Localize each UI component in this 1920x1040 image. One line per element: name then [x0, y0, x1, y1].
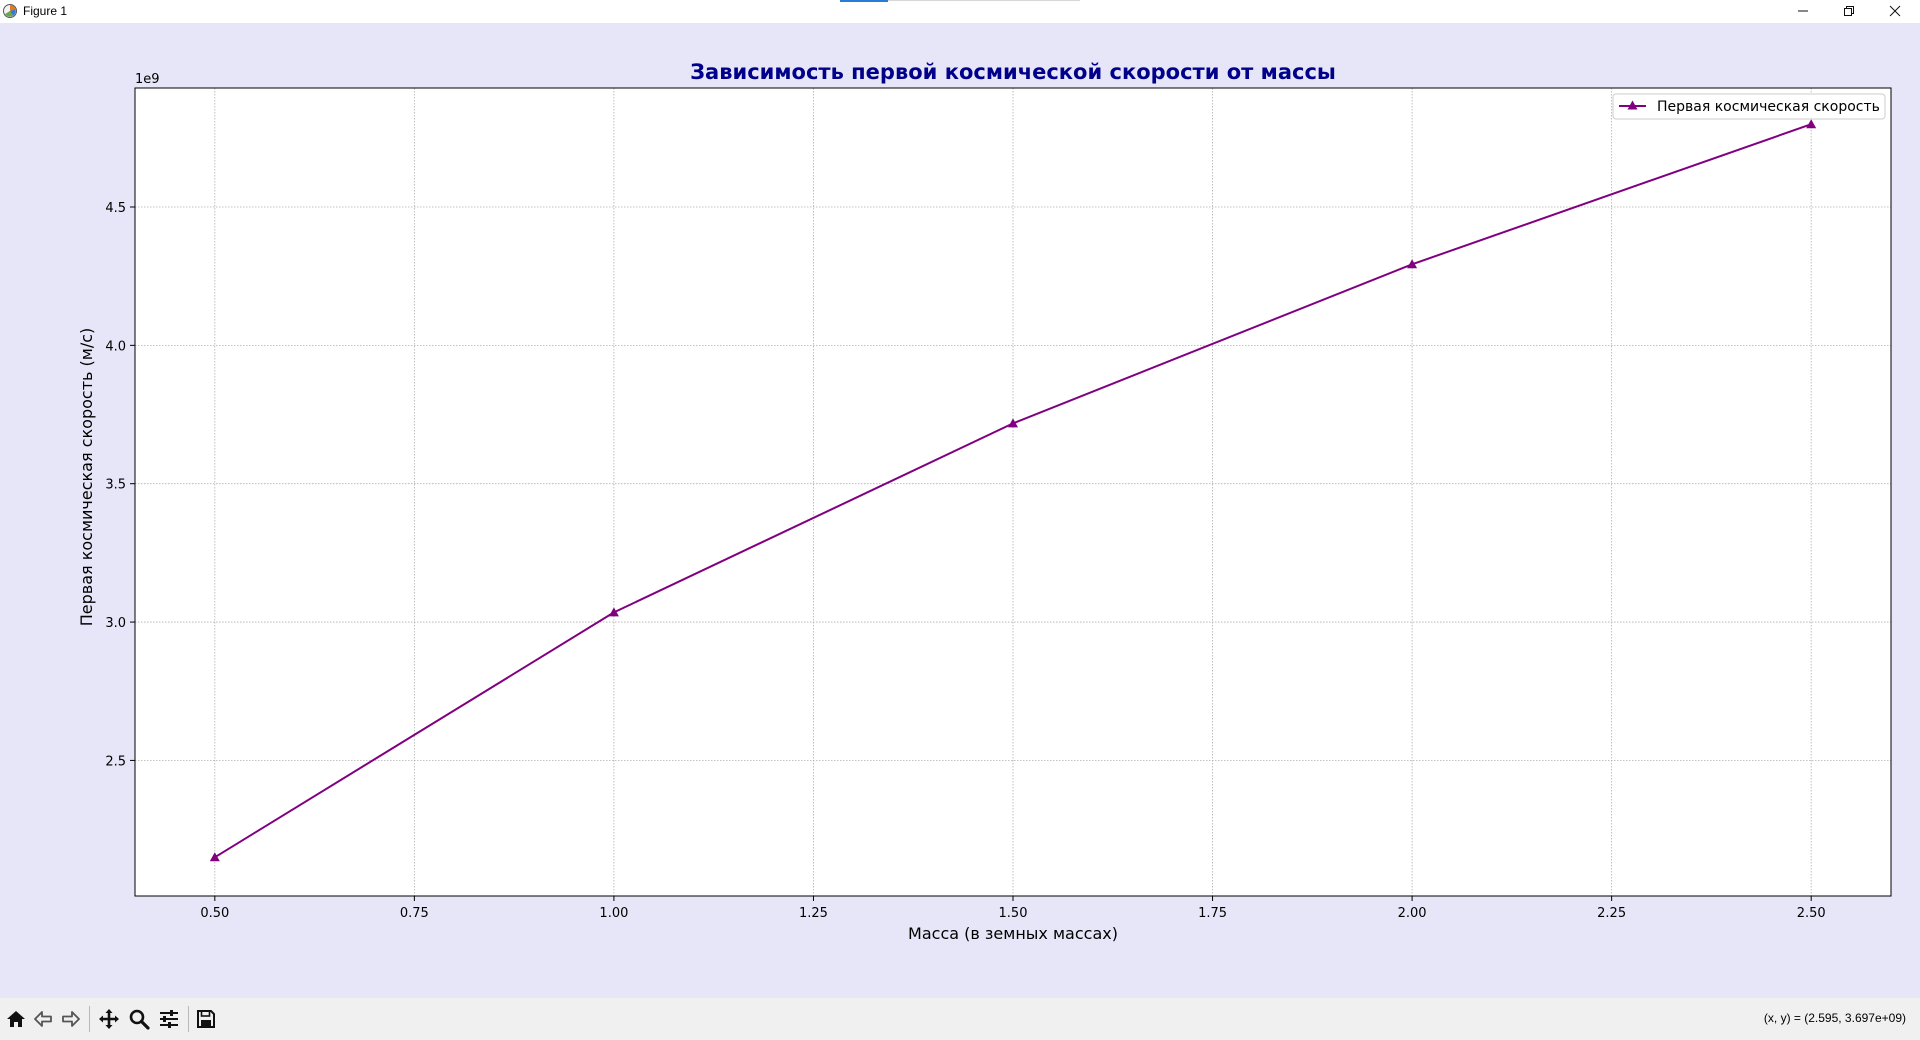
- x-tick-label: 2.00: [1398, 906, 1427, 921]
- y-tick-label: 3.5: [105, 478, 126, 493]
- close-button[interactable]: [1872, 0, 1918, 22]
- x-tick-label: 1.25: [799, 906, 828, 921]
- chart-title: Зависимость первой космической скорости …: [690, 60, 1336, 84]
- data-point-marker: [1806, 119, 1817, 129]
- cursor-coordinates: (x, y) = (2.595, 3.697e+09): [1763, 1011, 1906, 1025]
- configure-subplots-icon: [160, 1010, 178, 1028]
- y-tick-label: 3.0: [105, 616, 126, 631]
- data-point-marker: [209, 852, 220, 862]
- matplotlib-icon: [3, 4, 17, 18]
- back-button[interactable]: [30, 1006, 56, 1032]
- figure-canvas[interactable]: 0.50 0.75 1.00 1.25 1.50 1.75 2.00 2.25 2.50 2.5 3…: [0, 23, 1920, 998]
- x-tick-label: 1.00: [599, 906, 628, 921]
- title-divider-line: [888, 0, 1080, 1]
- series-layer: [209, 119, 1817, 862]
- toolbar-separator: [188, 1006, 189, 1032]
- forward-button[interactable]: [58, 1006, 84, 1032]
- y-tick-label: 4.5: [105, 201, 126, 216]
- data-point-marker: [1407, 259, 1418, 269]
- navigation-toolbar: (x, y) = (2.595, 3.697e+09): [0, 998, 1920, 1040]
- x-axis-label: Масса (в земных массах): [908, 924, 1118, 943]
- minimize-button[interactable]: [1780, 0, 1826, 22]
- title-bar: Figure 1: [0, 0, 1920, 23]
- configure-subplots-button[interactable]: [156, 1006, 182, 1032]
- home-icon: [7, 1011, 25, 1027]
- x-tick-label: 2.50: [1797, 906, 1826, 921]
- legend-label: Первая космическая скорость: [1657, 99, 1880, 115]
- line-chart: 0.50 0.75 1.00 1.25 1.50 1.75 2.00 2.25 2.50 2.5 3…: [77, 60, 1892, 943]
- y-tick-label: 2.5: [105, 754, 126, 769]
- axis-ticks: 0.50 0.75 1.00 1.25 1.50 1.75 2.00 2.25 2.50 2.5 3…: [105, 201, 1825, 921]
- home-button[interactable]: [3, 1006, 29, 1032]
- x-tick-label: 0.75: [400, 906, 429, 921]
- save-icon: [197, 1010, 215, 1028]
- y-tick-label: 4.0: [105, 339, 126, 354]
- restore-button[interactable]: [1826, 0, 1872, 22]
- data-point-marker: [1008, 418, 1018, 428]
- data-point-marker: [608, 607, 619, 617]
- title-accent-line: [840, 0, 888, 2]
- y-offset-label: 1e9: [135, 72, 160, 87]
- window-title: Figure 1: [23, 4, 68, 18]
- restore-icon: [1844, 6, 1854, 16]
- y-axis-label: Первая космическая скорость (м/с): [77, 328, 96, 627]
- save-button[interactable]: [193, 1006, 219, 1032]
- minimize-icon: [1798, 10, 1808, 12]
- back-icon: [34, 1011, 52, 1027]
- forward-icon: [62, 1011, 80, 1027]
- plot-frame: [134, 87, 1892, 897]
- legend: Первая космическая скорость: [1612, 93, 1886, 120]
- toolbar-separator: [89, 1006, 90, 1032]
- x-tick-label: 0.50: [200, 906, 229, 921]
- legend-box: [1612, 93, 1886, 120]
- legend-marker: [1627, 100, 1638, 110]
- x-tick-label: 1.50: [999, 906, 1028, 921]
- grid-lines: [135, 88, 1891, 896]
- x-tick-label: 1.75: [1198, 906, 1227, 921]
- x-tick-label: 2.25: [1597, 906, 1626, 921]
- zoom-button[interactable]: [126, 1006, 152, 1032]
- pan-icon: [99, 1009, 119, 1029]
- close-icon: [1889, 5, 1901, 17]
- pan-button[interactable]: [96, 1006, 122, 1032]
- zoom-icon: [129, 1009, 150, 1030]
